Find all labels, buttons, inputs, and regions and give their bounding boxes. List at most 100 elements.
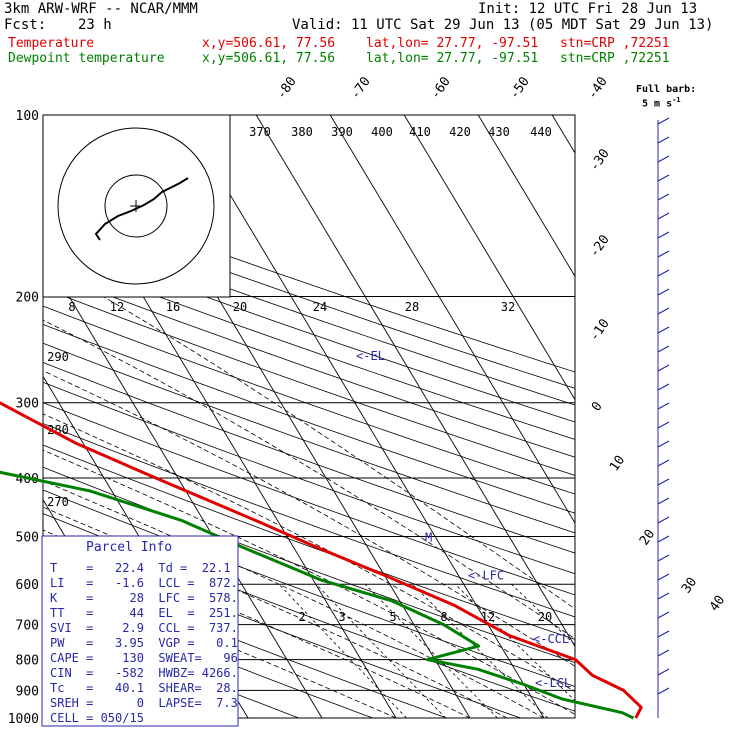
isotherm-line [329, 115, 575, 524]
dry-adiabat [43, 562, 447, 718]
theta-label: 370 [249, 125, 271, 139]
wind-barb [657, 345, 670, 353]
wind-barb [657, 592, 670, 600]
parcel-row: PW = 3.95 VGP = 0.1 [50, 636, 238, 650]
pressure-label: 600 [16, 578, 39, 593]
wind-barb [657, 155, 670, 163]
pressure-label: 900 [16, 684, 39, 699]
dry-adiabat [43, 188, 575, 373]
wind-barb [657, 459, 670, 467]
dry-adiabat [43, 402, 575, 596]
wind-barb [657, 231, 670, 239]
wind-barb [657, 250, 670, 258]
hodo-speed-label: 24 [313, 300, 327, 314]
theta-label: 270 [47, 495, 69, 509]
mixing-ratio-line [278, 583, 407, 718]
dry-adiabat [43, 342, 575, 534]
wind-barb [657, 136, 670, 144]
dry-adiabat [43, 287, 575, 476]
mixing-ratio-label: 2 [298, 610, 305, 624]
parcel-info-box: Parcel Info T = 22.4 Td = 22.1 LI = -1.6… [42, 536, 238, 726]
valid-time: Valid: 11 UTC Sat 29 Jun 13 (05 MDT Sat … [292, 17, 714, 33]
pressure-label: 700 [16, 619, 39, 634]
dry-adiabat [43, 270, 575, 458]
pressure-label: 100 [16, 109, 39, 124]
isotherm-label: -60 [428, 74, 454, 102]
hodo-speed-label: 32 [501, 300, 515, 314]
wind-barb [657, 668, 670, 676]
theta-label: 280 [47, 423, 69, 437]
init-time: Init: 12 UTC Fri 28 Jun 13 [478, 1, 698, 17]
hodo-speed-label: 28 [405, 300, 419, 314]
wind-barb [657, 535, 670, 543]
wind-barb [657, 611, 670, 619]
dewpoint-line [0, 470, 635, 720]
parcel-row: CAPE = 130 SWEAT= 96 [50, 651, 238, 665]
wind-barb [657, 630, 670, 638]
wind-barb [657, 174, 670, 182]
parcel-info-title: Parcel Info [86, 540, 173, 555]
wind-barb [657, 288, 670, 296]
isotherm-line [43, 252, 323, 718]
parcel-info-frame [41, 535, 239, 727]
isotherm-line [551, 115, 575, 154]
theta-label: 400 [371, 125, 393, 139]
parcel-row: SVI = 2.9 CCL = 737. [50, 621, 238, 635]
dry-adiabat [43, 236, 575, 423]
hodograph-ring [57, 127, 215, 285]
isotherm-label: 30 [679, 575, 700, 596]
pressure-label: 300 [16, 397, 39, 412]
legend-dew-xy: x,y=506.61, 77.56 [202, 51, 336, 66]
isotherm-line [255, 115, 575, 648]
wind-barb [657, 497, 670, 505]
legend-dew-latlon: lat,lon= 27.77, -97.51 [366, 51, 539, 66]
theta-label: 440 [530, 125, 552, 139]
dry-adiabat [43, 381, 575, 575]
moist-adiabat [43, 319, 575, 640]
mixing-ratio-label: 5 [389, 610, 396, 624]
parcel-row: TT = 44 EL = 251. [50, 606, 238, 620]
isotherm-label: -40 [585, 74, 611, 102]
mixing-ratio-line [364, 583, 498, 718]
dry-adiabat [43, 305, 575, 495]
level-annotation: <-LCL [535, 676, 571, 690]
isotherm-line [477, 115, 575, 278]
level-annotation: <-CCL [533, 632, 569, 646]
parcel-row: LI = -1.6 LCL = 872. [50, 576, 238, 590]
pressure-label: 200 [16, 291, 39, 306]
dry-adiabat [43, 423, 575, 618]
wind-barb [657, 421, 670, 429]
pressure-label: 500 [16, 530, 39, 545]
mixing-ratio-label: 3 [338, 610, 345, 624]
mixing-ratio-label: 8 [440, 610, 447, 624]
wind-barb [657, 402, 670, 410]
hodo-speed-label: 8 [68, 300, 75, 314]
isotherm-label: -50 [507, 74, 533, 102]
isotherm-label: -70 [348, 74, 374, 102]
legend-temp-xy: x,y=506.61, 77.56 [202, 36, 336, 51]
legend-dew-stn: stn=CRP ,72251 [560, 51, 670, 66]
wind-barb [657, 326, 670, 334]
plot-frame [42, 114, 576, 719]
dry-adiabat [43, 588, 373, 718]
isotherm-label: -30 [587, 146, 613, 174]
wind-barb [657, 269, 670, 277]
parcel-row: T = 22.4 Td = 22.1 [50, 561, 231, 575]
isotherm-line [181, 115, 545, 718]
legend-temp-stn: stn=CRP ,72251 [560, 36, 670, 51]
hodo-speed-label: 20 [233, 300, 247, 314]
isotherm-label: 0 [589, 399, 606, 414]
wind-barb [657, 687, 670, 695]
level-annotation: <-EL [356, 349, 385, 363]
wind-barb [657, 117, 670, 125]
mixing-ratio-line [412, 583, 549, 718]
wind-barb [657, 573, 670, 581]
dry-adiabat [43, 220, 575, 406]
legend-temp-latlon: lat,lon= 27.77, -97.51 [366, 36, 539, 51]
isotherm-label: -80 [274, 74, 300, 102]
parcel-row: Tc = 40.1 SHEAR= 28. [50, 681, 238, 695]
pressure-label: 1000 [8, 712, 39, 727]
parcel-row: SREH = 0 LAPSE= 7.3 [50, 696, 238, 710]
parcel-row: CELL = 050/15 [50, 711, 144, 725]
wind-barb [657, 364, 670, 372]
